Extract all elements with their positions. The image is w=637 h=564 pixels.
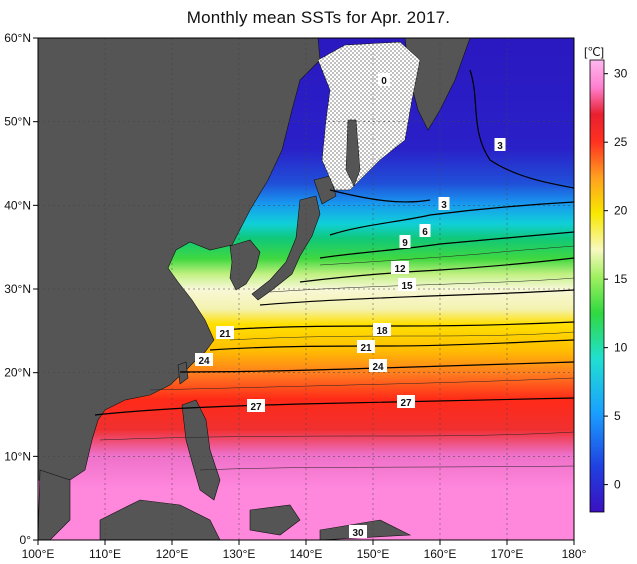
- contour-label-box: [369, 359, 387, 372]
- thin-isotherms: [99, 245, 574, 471]
- contour-label: 15: [401, 281, 413, 292]
- contour-label: 27: [250, 402, 262, 413]
- contour-label-box: [349, 525, 367, 538]
- y-tick-label: 60°N: [4, 31, 31, 45]
- contour-label-box: [397, 395, 415, 408]
- contour-label-box: [419, 224, 431, 237]
- contour-label-box: [247, 399, 265, 412]
- colorbar-tick-label: 30: [614, 67, 628, 81]
- contour-label-box: [399, 235, 411, 248]
- sakhalin-island: [345, 119, 361, 187]
- colorbar-tick-label: 0: [614, 478, 621, 492]
- x-tick-label: 100°E: [22, 547, 55, 561]
- colorbar-tick-label: 15: [614, 272, 628, 286]
- contour-label-box: [195, 353, 213, 366]
- longitude-axis: 100°E 110°E 120°E 130°E 140°E 150°E 160°E 170°E…: [22, 540, 587, 561]
- colorbar-tick-label: 25: [614, 135, 628, 149]
- contour-label: 12: [394, 264, 406, 275]
- colorbar-tick-label: 20: [614, 204, 628, 218]
- contour-label: 3: [497, 141, 503, 152]
- colorbar-scale: [589, 59, 605, 513]
- contour-label-box: [391, 261, 409, 274]
- contour-label: 30: [352, 528, 364, 539]
- contour-label-box: [398, 278, 416, 291]
- x-tick-label: 110°E: [89, 547, 121, 561]
- x-tick-label: 150°E: [357, 547, 390, 561]
- x-tick-label: 120°E: [156, 547, 189, 561]
- colorbar-tick-label: 10: [614, 341, 628, 355]
- contour-label-box: [438, 197, 450, 210]
- latitude-axis: 60°N 50°N 40°N 30°N 20°N 10°N 0°: [4, 31, 38, 547]
- y-tick-label: 20°N: [4, 366, 31, 380]
- colorbar-tick-label: 5: [614, 409, 621, 423]
- contour-label-box: [216, 326, 234, 339]
- y-tick-label: 40°N: [4, 198, 31, 212]
- x-tick-label: 140°E: [290, 547, 323, 561]
- x-tick-label: 170°E: [491, 547, 524, 561]
- colorbar-unit: [℃]: [584, 45, 604, 59]
- land-masses: [38, 38, 471, 540]
- y-tick-label: 50°N: [4, 115, 31, 129]
- map-title: Monthly mean SSTs for Apr. 2017.: [186, 8, 451, 27]
- contour-label: 6: [422, 227, 428, 238]
- contour-label-box: [357, 340, 375, 353]
- contour-label: 21: [360, 343, 372, 354]
- contour-label: 3: [441, 200, 447, 211]
- contour-label-box: [494, 138, 506, 151]
- x-tick-label: 130°E: [223, 547, 256, 561]
- contour-label: 27: [400, 398, 412, 409]
- y-tick-label: 10°N: [4, 449, 31, 463]
- contour-label: 24: [372, 362, 384, 373]
- sea-ice-okhotsk: [317, 41, 421, 191]
- contour-label-box: [373, 323, 391, 336]
- contour-label: 24: [198, 356, 210, 367]
- x-tick-label: 180°: [562, 547, 587, 561]
- y-tick-label: 0°: [20, 533, 32, 547]
- graticule: [38, 38, 574, 540]
- colorbar-ticks: 30 25 20 15 10 5 0: [604, 67, 628, 492]
- contour-label: 9: [402, 238, 408, 249]
- contour-label: 21: [219, 329, 231, 340]
- contour-label: 0: [381, 76, 387, 87]
- contour-label-box: [378, 73, 390, 86]
- map-plot-area: [38, 38, 574, 540]
- contour-label: 18: [376, 326, 388, 337]
- colorbar: [℃] 30 25 20 15 10 5 0: [584, 45, 628, 513]
- x-tick-label: 160°E: [424, 547, 457, 561]
- y-tick-label: 30°N: [4, 282, 31, 296]
